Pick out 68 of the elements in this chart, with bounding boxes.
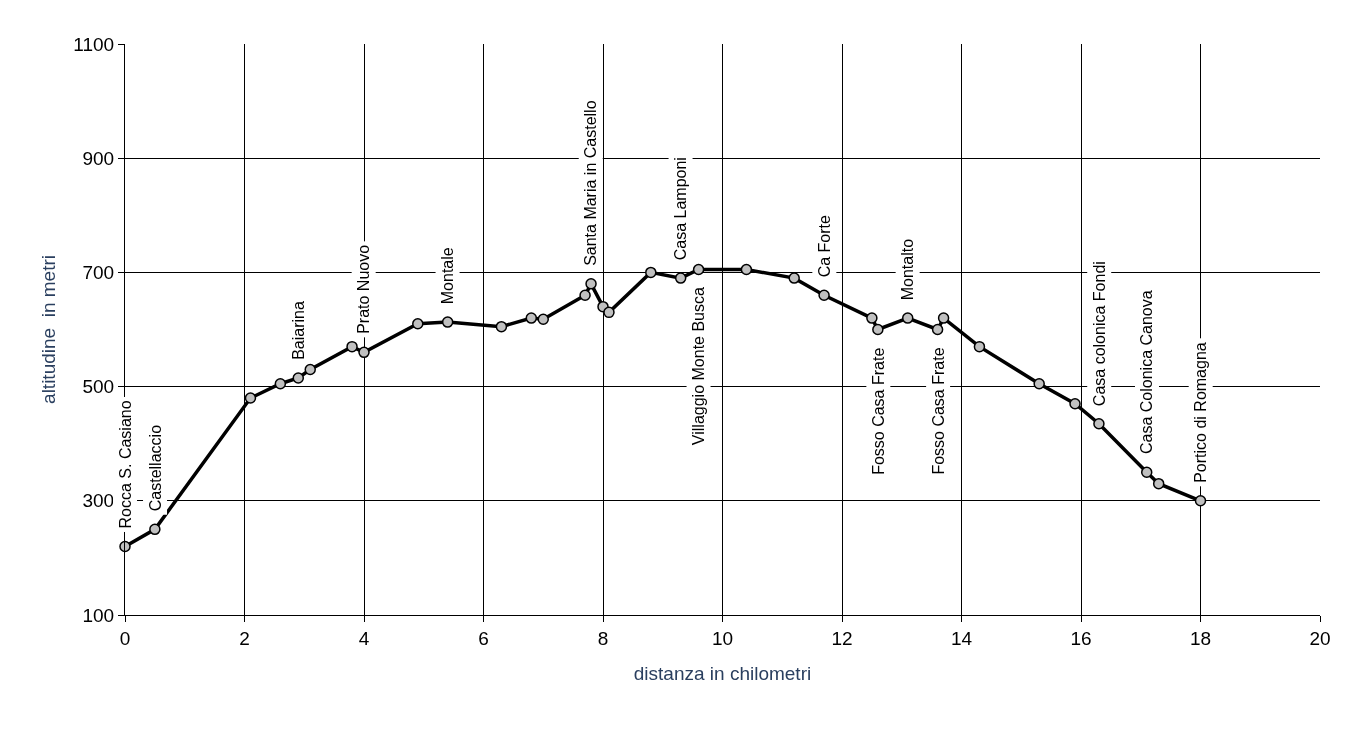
y-tick-label: 100: [82, 604, 115, 626]
annotation: Baiarina: [289, 301, 307, 360]
annotation: Casa Colonica Canova: [1138, 290, 1156, 454]
x-tick-label: 2: [239, 627, 250, 649]
annotation: Casa colonica Fondi: [1090, 261, 1108, 407]
point: [692, 263, 705, 276]
point: [740, 263, 753, 276]
x-tick-label: 12: [831, 627, 853, 649]
point: [346, 340, 358, 353]
point: [412, 318, 424, 330]
point: [537, 313, 549, 325]
point: [937, 312, 950, 324]
y-tick-label: 300: [82, 490, 115, 512]
x-tick-label: 20: [1309, 627, 1331, 649]
point: [603, 306, 615, 319]
x-tick-label: 10: [711, 627, 734, 649]
point: [244, 392, 257, 404]
point: [441, 316, 454, 328]
point: [149, 523, 161, 536]
y-tick-label: 900: [82, 147, 115, 169]
point: [931, 323, 944, 336]
x-axis-title: distanza in chilometri: [633, 662, 812, 684]
point: [1093, 417, 1105, 430]
point: [901, 312, 914, 324]
point: [579, 289, 591, 301]
annotation: Portico di Romagna: [1192, 342, 1210, 483]
annotation: Santa Maria in Castello: [582, 100, 600, 266]
point: [788, 272, 800, 284]
x-tick-label: 0: [119, 627, 131, 649]
point: [495, 320, 508, 333]
annotation: Casa Lamponi: [672, 157, 690, 261]
point: [1140, 466, 1153, 478]
point: [358, 346, 370, 359]
point: [1069, 397, 1081, 410]
point: [645, 266, 657, 279]
annotation: Montalto: [899, 238, 917, 301]
x-tick-label: 4: [358, 627, 370, 649]
point: [818, 289, 830, 301]
point: [866, 312, 878, 324]
annotation: Fosso Casa Frate: [929, 347, 947, 475]
y-tick-label: 1100: [73, 33, 115, 55]
point: [119, 540, 131, 553]
point: [1194, 495, 1207, 507]
point: [674, 272, 687, 284]
point: [1152, 477, 1165, 490]
point: [304, 363, 316, 376]
point: [872, 323, 884, 336]
x-tick-label: 18: [1189, 627, 1212, 649]
point: [1033, 377, 1045, 390]
point: [274, 377, 287, 390]
annotation: Castellaccio: [146, 424, 164, 512]
x-tick-label: 6: [478, 627, 489, 649]
y-axis-title: altitudine in metri: [38, 255, 60, 404]
annotation: Montale: [439, 247, 457, 305]
annotation: Rocca S. Casiano: [116, 400, 134, 529]
point: [292, 372, 305, 384]
annotation: Ca Forte: [815, 214, 833, 278]
annotation: Villaggio Monte Busca: [690, 287, 708, 446]
point: [973, 340, 986, 353]
x-tick-label: 16: [1070, 627, 1092, 649]
annotation: Fosso Casa Frate: [869, 347, 887, 475]
point: [525, 312, 538, 324]
x-tick-label: 8: [597, 627, 609, 649]
annotation: Prato Nuovo: [355, 244, 373, 334]
point: [585, 278, 597, 290]
x-tick-label: 14: [950, 627, 973, 649]
y-tick-label: 500: [82, 376, 115, 398]
y-tick-label: 700: [82, 262, 115, 284]
